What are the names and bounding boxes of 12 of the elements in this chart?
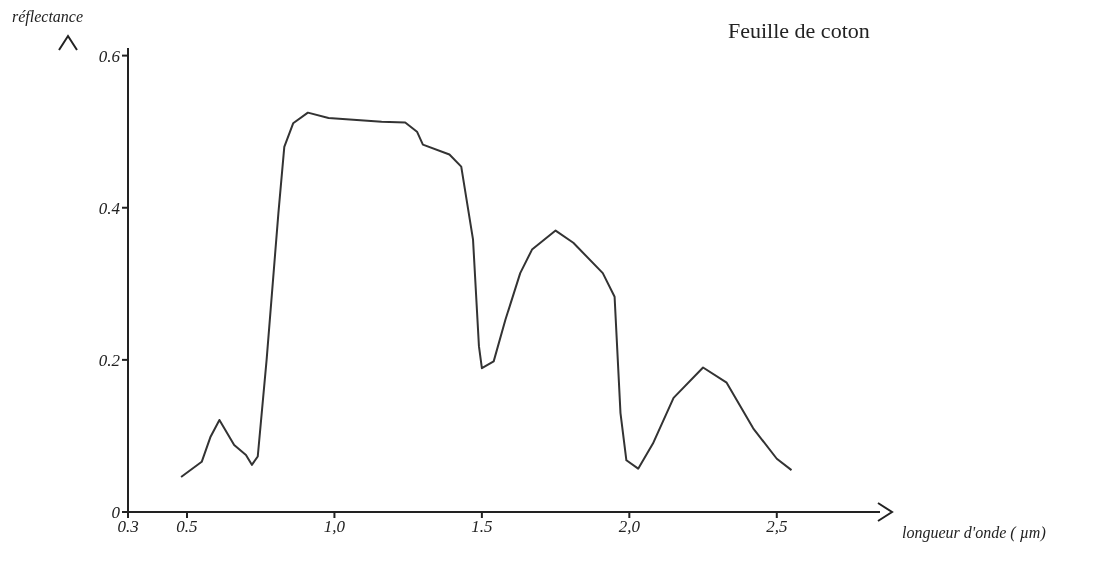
x-tick-label: 2,0: [618, 517, 641, 537]
x-tick-label: 2,5: [766, 517, 788, 537]
y-tick-label: 0.2: [98, 350, 121, 370]
x-tick-label: 1,0: [323, 517, 346, 537]
x-axis-title: longueur d'onde ( µm): [902, 524, 1046, 542]
chart-title: Feuille de coton: [728, 18, 870, 44]
y-tick-label: 0.4: [98, 198, 121, 218]
x-tick-label: 1.5: [471, 517, 493, 537]
line-series: [180, 111, 793, 479]
x-tick-label: 0.5: [176, 517, 198, 537]
y-tick-label: 0.6: [98, 46, 121, 66]
y-axis-title: réflectance: [12, 8, 84, 26]
